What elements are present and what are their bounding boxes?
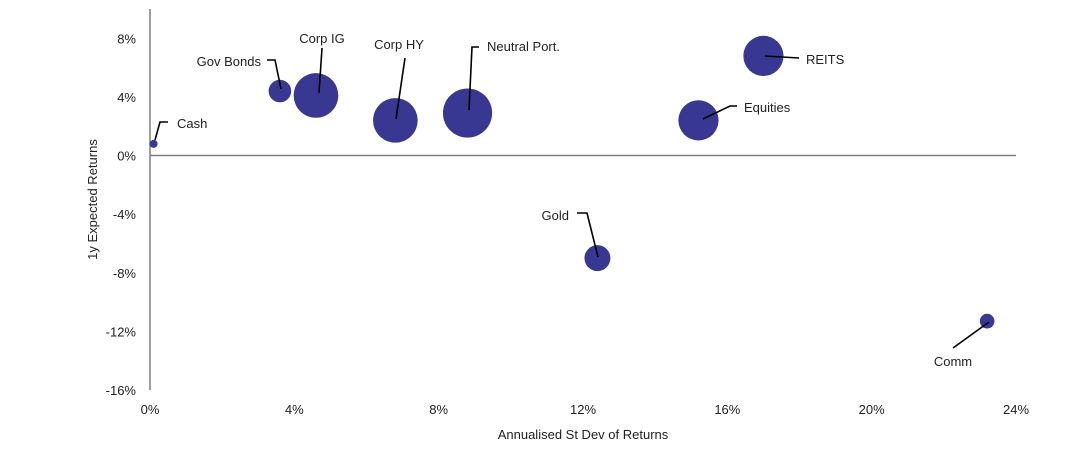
x-tick-label: 12% [570,402,596,417]
point-label: Corp IG [299,31,345,46]
bubble [584,245,611,272]
y-tick-label: -12% [106,324,137,339]
leader-line [764,55,800,59]
y-tick-label: 0% [117,149,136,164]
y-tick-label: -4% [113,207,137,222]
y-tick-labels: 8% 4% 0% -4% -8% -12% -16% [106,31,137,398]
leader-line [267,59,282,90]
y-tick-label: -8% [113,266,137,281]
leader-line [952,321,990,349]
point-label: Gov Bonds [197,54,262,69]
leader-line [318,47,323,94]
bubble [979,313,995,329]
leader-line [702,105,737,120]
bubble [442,88,493,138]
leader-line [577,212,599,258]
leader-lines [154,46,990,349]
point-label: Equities [744,100,791,115]
y-axis-title: 1y Expected Returns [85,139,100,260]
bubble [743,35,784,76]
bubble [149,139,158,148]
point-label: Neutral Port. [487,39,560,54]
bubble [373,98,418,143]
y-tick-label: -16% [106,383,137,398]
point-label: Gold [542,208,569,223]
bubble [678,100,719,141]
x-tick-label: 20% [859,402,885,417]
point-label: Comm [934,354,972,369]
x-axis-title: Annualised St Dev of Returns [498,427,669,442]
y-tick-label: 4% [117,90,136,105]
point-labels: Cash Gov Bonds Corp IG Corp HY Neutral Port.… [177,31,972,369]
leader-line [468,46,479,111]
leader-line [154,121,168,141]
x-tick-label: 24% [1003,402,1029,417]
x-tick-label: 4% [285,402,304,417]
x-tick-label: 8% [429,402,448,417]
y-tick-label: 8% [117,31,136,46]
x-tick-label: 16% [714,402,740,417]
point-label: Cash [177,116,207,131]
point-label: Corp HY [374,37,424,52]
bubble [268,79,292,103]
point-label: REITS [806,52,845,67]
x-tick-labels: 0% 4% 8% 12% 16% 20% 24% [141,402,1030,417]
axes [149,9,1016,390]
x-tick-label: 0% [141,402,160,417]
bubble [293,73,339,118]
leader-line [395,57,406,120]
bubbles [149,35,995,329]
